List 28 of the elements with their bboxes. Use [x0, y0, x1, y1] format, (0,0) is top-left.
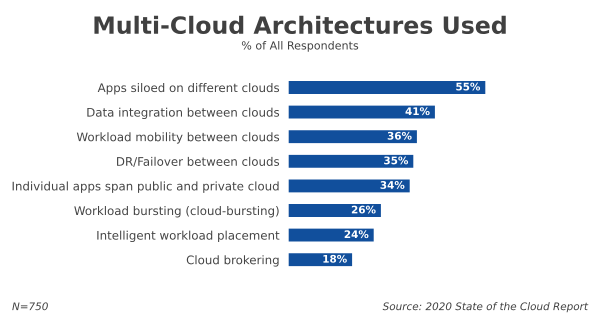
data-label: 18% [323, 254, 347, 263]
y-tick-label: Apps siloed on different clouds [98, 83, 280, 94]
y-tick-label: Workload bursting (cloud-bursting) [74, 206, 279, 218]
bar [288, 104, 436, 120]
chart-title: Multi-Cloud Architectures Used [94, 16, 506, 34]
y-tick-label: Individual apps span public and private cloud [12, 181, 279, 193]
data-label: 34% [380, 181, 404, 189]
data-label: 41% [406, 107, 430, 116]
data-label: 36% [388, 132, 412, 140]
y-tick-label: Workload mobility between clouds [76, 132, 280, 144]
bar [288, 80, 486, 96]
bar [288, 252, 354, 268]
y-tick-label: Intelligent workload placement [97, 230, 280, 242]
y-tick-label: Cloud brokering [186, 255, 279, 267]
bar [288, 128, 418, 145]
text: N=750 [12, 302, 48, 310]
y-tick-label: DR/Failover between clouds [117, 156, 280, 167]
data-label: 35% [384, 156, 408, 164]
data-label: 24% [344, 230, 368, 238]
bar [288, 153, 415, 170]
bar [288, 227, 376, 243]
data-label: 55% [456, 82, 480, 91]
bar [288, 202, 382, 218]
bar [288, 178, 412, 194]
source-note: Source: 2020 State of the Cloud Report [382, 302, 588, 312]
data-label: 26% [352, 206, 376, 214]
y-tick-label: Data integration between clouds [87, 108, 280, 120]
chart-subtitle: % of All Respondents [242, 41, 358, 52]
